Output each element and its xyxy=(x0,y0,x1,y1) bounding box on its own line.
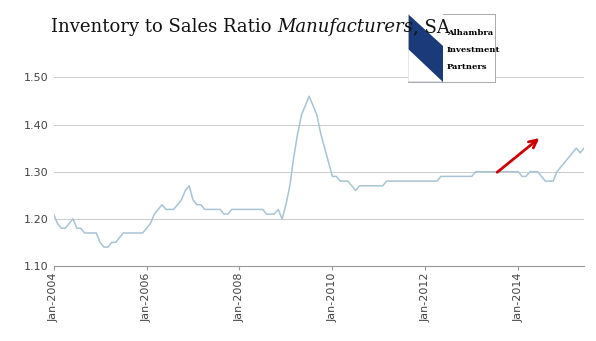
Bar xyxy=(408,14,443,82)
Text: , SA: , SA xyxy=(413,18,450,36)
Text: Investment: Investment xyxy=(447,46,501,55)
Text: Manufacturers: Manufacturers xyxy=(277,18,413,36)
Text: Alhambra: Alhambra xyxy=(447,29,493,37)
Text: Partners: Partners xyxy=(447,63,488,71)
Polygon shape xyxy=(408,49,443,82)
Polygon shape xyxy=(408,14,443,46)
Text: Inventory to Sales Ratio: Inventory to Sales Ratio xyxy=(51,18,277,36)
